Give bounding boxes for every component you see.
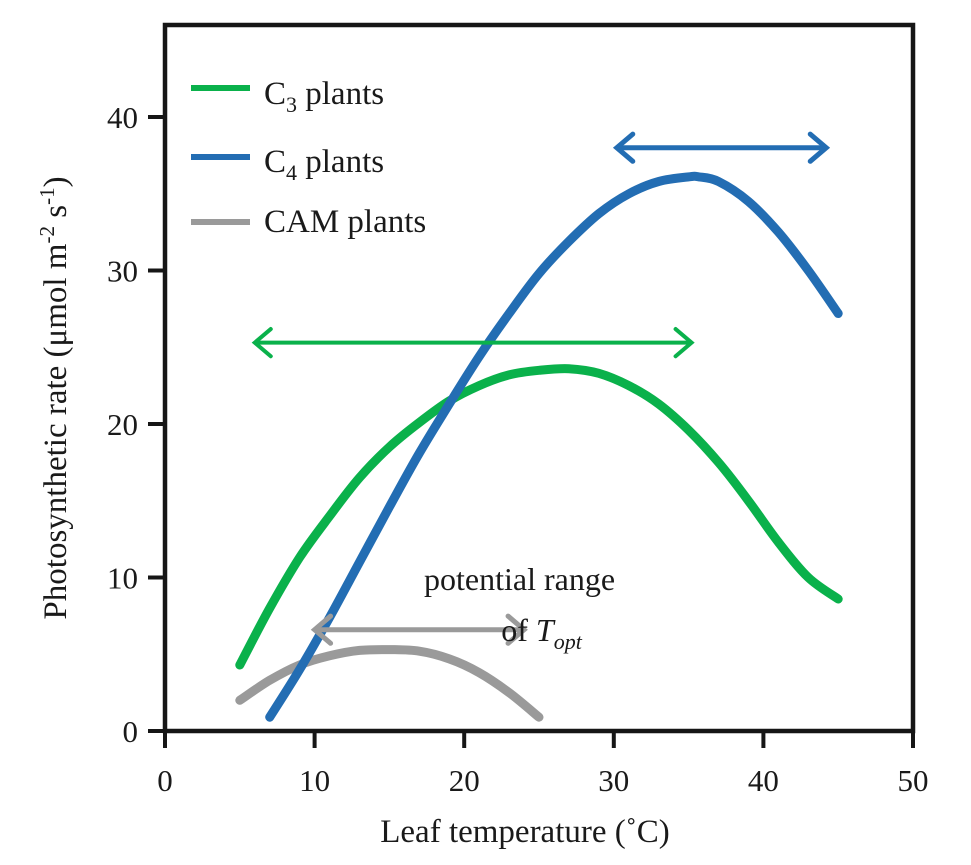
arrow-head-left bbox=[251, 327, 273, 359]
x-tick-label: 0 bbox=[157, 763, 173, 798]
series-cam-curve bbox=[235, 645, 544, 722]
annotation-line2-var: T bbox=[536, 612, 556, 648]
arrow-head-right bbox=[673, 327, 695, 359]
legend-item-c3: C3 plants bbox=[191, 76, 384, 117]
legend-label-c3-sub: 3 bbox=[286, 92, 297, 117]
legend-label-c4-base: C bbox=[264, 144, 286, 180]
c3-range-arrow bbox=[251, 327, 695, 359]
x-axis: 0 10 20 30 40 50 bbox=[157, 731, 929, 798]
legend-label-cam: CAM plants bbox=[264, 204, 426, 240]
y-axis-title: Photosynthetic rate (μmol m-2 s-1) bbox=[35, 176, 74, 619]
plot-frame bbox=[162, 22, 916, 734]
x-tick-label: 30 bbox=[598, 763, 629, 798]
arrow-head-left bbox=[612, 131, 636, 164]
y-axis-title-sup1: -2 bbox=[35, 226, 59, 244]
series-layer bbox=[235, 171, 843, 722]
topt-annotation: potential range of Topt bbox=[424, 561, 615, 654]
legend-item-c4: C4 plants bbox=[191, 144, 384, 185]
c4-range-arrow bbox=[612, 131, 831, 164]
series-c4-curve bbox=[265, 171, 843, 722]
y-tick-label: 20 bbox=[107, 407, 138, 442]
legend-item-cam: CAM plants bbox=[191, 204, 426, 240]
y-tick-label: 10 bbox=[107, 561, 138, 596]
legend-label-c3: C3 plants bbox=[264, 76, 384, 117]
legend-label-c3-base: C bbox=[264, 76, 286, 112]
legend-label-c4-sub: 4 bbox=[286, 160, 297, 185]
arrow-head-left bbox=[310, 613, 334, 646]
x-axis-title: Leaf temperature (˚C) bbox=[380, 814, 670, 850]
arrow-head-right bbox=[505, 613, 528, 646]
annotation-line1: potential range bbox=[424, 561, 615, 597]
cam-range-arrow bbox=[310, 613, 528, 646]
legend-label-c3-rest: plants bbox=[297, 76, 384, 112]
y-axis-title-mid: s bbox=[38, 205, 74, 226]
y-axis: 0 10 20 30 40 bbox=[107, 100, 165, 749]
x-tick-label: 40 bbox=[748, 763, 779, 798]
x-tick-label: 20 bbox=[449, 763, 480, 798]
y-axis-title-main: Photosynthetic rate (μmol m bbox=[38, 243, 74, 619]
legend-label-c4: C4 plants bbox=[264, 144, 384, 185]
series-c3-curve bbox=[235, 364, 843, 670]
x-tick-label: 10 bbox=[299, 763, 330, 798]
annotation-line2-prefix: of bbox=[501, 612, 536, 648]
annotation-line2: of Topt bbox=[501, 612, 582, 654]
y-axis-title-sup2: -1 bbox=[35, 187, 59, 205]
arrow-layer bbox=[251, 131, 831, 646]
y-tick-label: 40 bbox=[107, 100, 138, 135]
y-tick-label: 0 bbox=[123, 714, 139, 749]
arrow-head-right bbox=[807, 131, 831, 164]
legend-label-c4-rest: plants bbox=[297, 144, 384, 180]
legend: C3 plants C4 plants CAM plants bbox=[191, 76, 426, 240]
x-tick-label: 50 bbox=[898, 763, 929, 798]
annotation-line2-sub: opt bbox=[554, 629, 583, 654]
y-tick-label: 30 bbox=[107, 254, 138, 289]
y-axis-title-end: ) bbox=[38, 176, 74, 187]
